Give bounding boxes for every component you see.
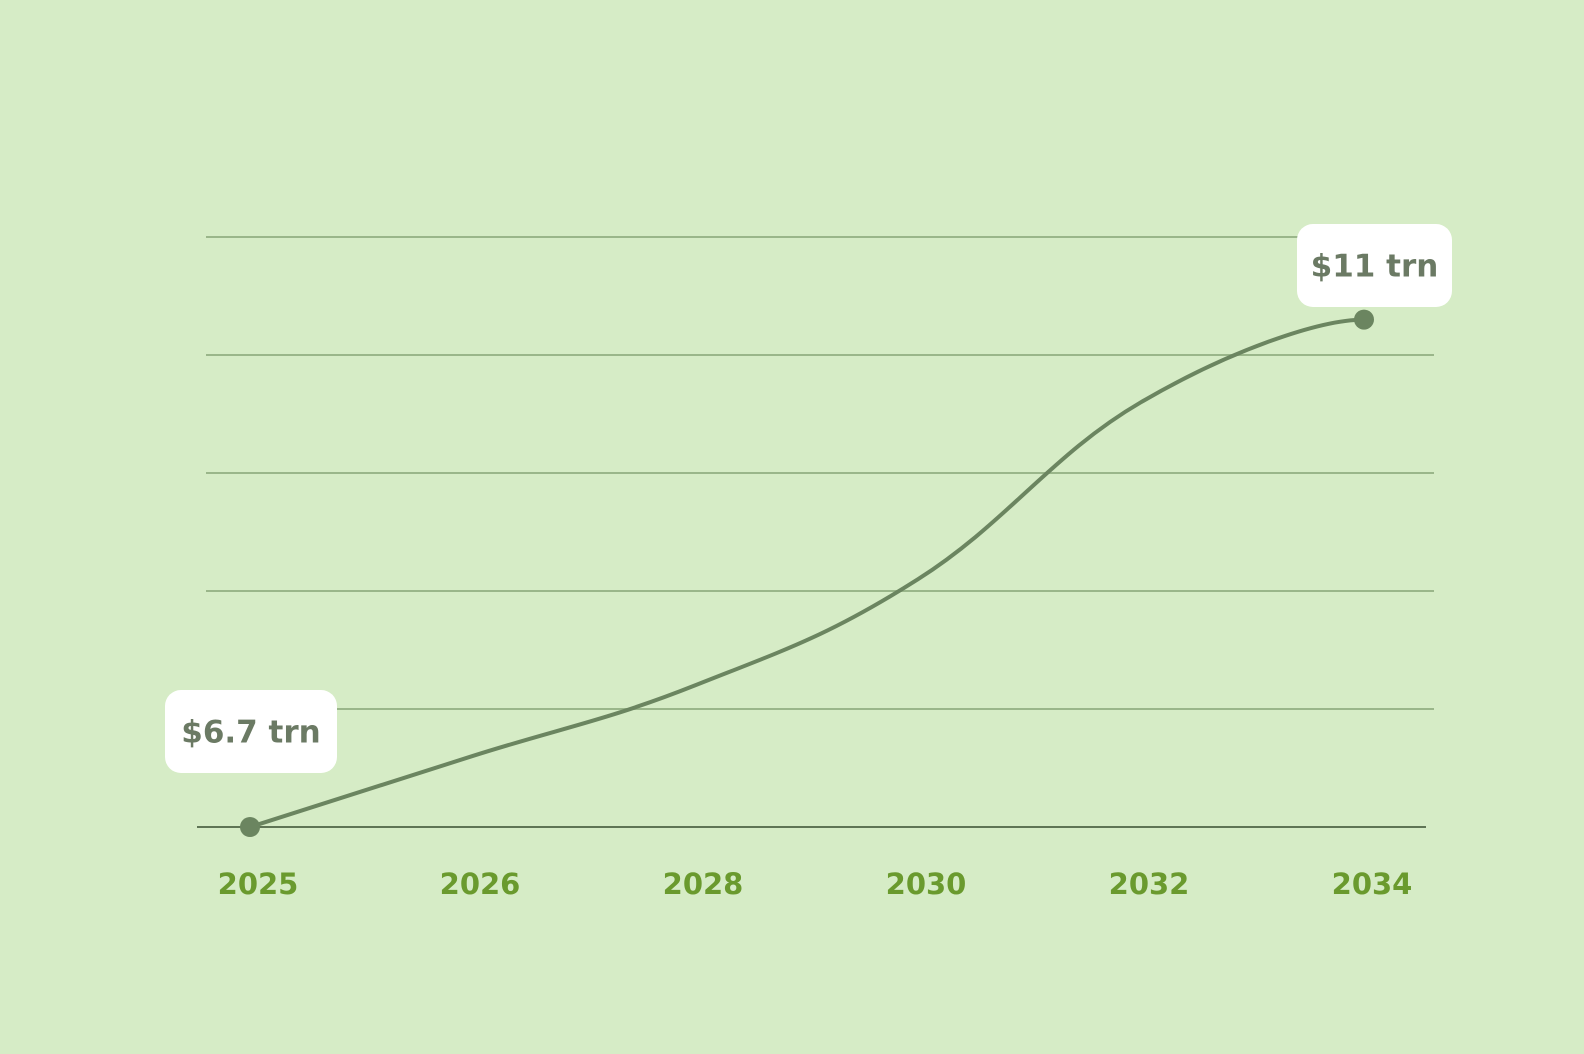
callout-label: $6.7 trn — [181, 715, 320, 751]
x-tick-label: 2026 — [440, 867, 521, 901]
callout-box — [165, 690, 337, 773]
callout-box — [1297, 224, 1452, 307]
x-tick-label: 2028 — [663, 867, 744, 901]
start-point — [240, 817, 260, 837]
series-line — [248, 317, 1366, 829]
callout-label: $11 trn — [1311, 249, 1439, 285]
x-tick-label: 2034 — [1332, 867, 1413, 901]
x-tick-label: 2030 — [886, 867, 967, 901]
x-tick-label: 2032 — [1109, 867, 1190, 901]
end-point — [1354, 309, 1374, 330]
x-tick-label: 2025 — [218, 867, 299, 901]
